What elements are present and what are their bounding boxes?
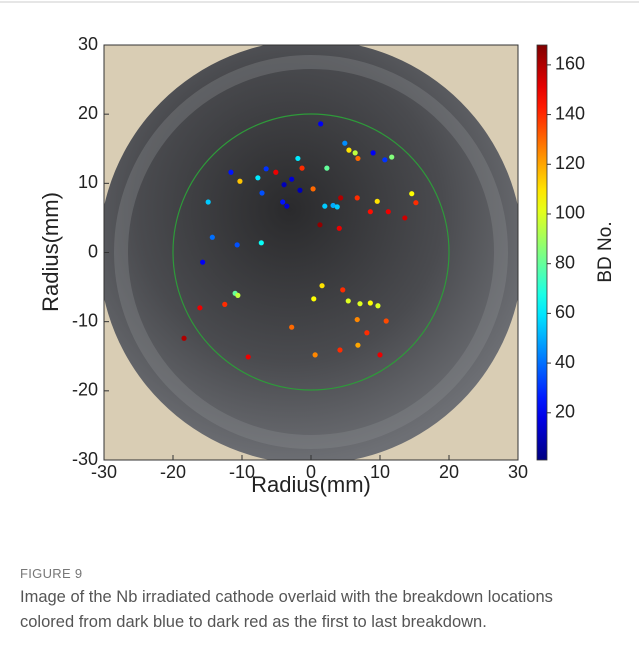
colorbar-tick-label: 80	[555, 252, 575, 272]
breakdown-point	[200, 259, 206, 265]
breakdown-point	[205, 199, 211, 205]
colorbar-tick-label: 40	[555, 352, 575, 372]
breakdown-point	[375, 303, 381, 309]
breakdown-point	[377, 352, 383, 358]
breakdown-point	[237, 178, 243, 184]
cathode	[104, 45, 518, 460]
breakdown-point	[245, 354, 251, 360]
breakdown-point	[409, 191, 415, 197]
breakdown-point	[389, 154, 395, 160]
breakdown-point	[234, 242, 240, 248]
breakdown-point	[357, 301, 363, 307]
y-tick-label: -20	[72, 380, 98, 400]
breakdown-point	[297, 187, 303, 193]
breakdown-point	[355, 342, 361, 348]
breakdown-point	[338, 195, 344, 201]
breakdown-point	[336, 225, 342, 231]
breakdown-point	[319, 283, 325, 289]
breakdown-point	[281, 182, 287, 188]
colorbar-tick-label: 20	[555, 402, 575, 422]
breakdown-point	[367, 209, 373, 215]
breakdown-point	[289, 176, 295, 182]
colorbar-tick-label: 60	[555, 302, 575, 322]
breakdown-point	[310, 186, 316, 192]
breakdown-point	[295, 155, 301, 162]
y-tick-label: 20	[78, 103, 98, 123]
breakdown-point	[346, 147, 352, 153]
breakdown-point	[367, 300, 373, 306]
y-tick-label: -30	[72, 449, 98, 469]
breakdown-point	[354, 195, 360, 201]
breakdown-point	[364, 330, 370, 336]
breakdown-point	[340, 287, 346, 293]
x-tick-label: -10	[229, 462, 255, 482]
figure: Radius(mm) Radius(mm) BD No. -30 -20 -10 0 1…	[0, 1, 639, 497]
colorbar-label: BD No.	[595, 221, 616, 282]
breakdown-point	[374, 198, 380, 204]
breakdown-point	[382, 157, 388, 163]
breakdown-point	[258, 240, 264, 246]
breakdown-point	[385, 209, 391, 215]
breakdown-point	[299, 165, 305, 171]
breakdown-point	[312, 352, 318, 358]
breakdown-point	[273, 169, 279, 175]
breakdown-point	[181, 335, 187, 341]
x-tick-label: -30	[91, 462, 117, 482]
colorbar	[536, 44, 548, 461]
breakdown-point	[197, 305, 203, 311]
breakdown-point	[284, 203, 290, 209]
y-tick-label: 30	[78, 34, 98, 54]
points	[181, 121, 419, 360]
breakdown-point	[324, 165, 330, 171]
breakdown-point	[228, 169, 234, 175]
breakdown-point	[370, 150, 376, 156]
breakdown-point	[222, 301, 228, 307]
caption-text: Image of the Nb irradiated cathode overl…	[20, 588, 553, 631]
x-tick-label: 30	[508, 462, 528, 482]
breakdown-point	[259, 190, 265, 196]
y-axis-label: Radius(mm)	[38, 192, 63, 312]
colorbar-tick-label: 160	[555, 54, 585, 74]
breakdown-point	[342, 140, 348, 146]
breakdown-point	[280, 199, 286, 205]
breakdown-point	[255, 175, 261, 181]
breakdown-point	[413, 200, 419, 206]
colorbar-tick-label: 100	[555, 203, 585, 223]
breakdown-point	[402, 215, 408, 221]
breakdown-point	[235, 292, 241, 298]
x-tick-label: 0	[306, 462, 316, 482]
photo	[104, 45, 518, 460]
breakdown-point	[383, 318, 389, 324]
breakdown-point	[317, 222, 323, 228]
reference-circle	[172, 113, 450, 391]
breakdown-point	[311, 296, 317, 302]
breakdown-point	[318, 121, 324, 127]
colorbar-tick-label: 120	[555, 153, 585, 173]
y-tick-label: -10	[72, 310, 98, 330]
y-tick-label: 0	[88, 241, 98, 261]
colorbar-tick-label: 140	[555, 103, 585, 123]
breakdown-point	[330, 202, 336, 209]
breakdown-point	[209, 234, 215, 240]
breakdown-point	[322, 203, 328, 209]
breakdown-point	[263, 166, 269, 172]
breakdown-point	[352, 150, 358, 156]
breakdown-point	[355, 155, 361, 162]
breakdown-point	[354, 316, 360, 323]
caption-label: FIGURE 9	[20, 566, 83, 581]
y-tick-label: 10	[78, 172, 98, 192]
x-tick-label: 10	[370, 462, 390, 482]
x-axis-label: Radius(mm)	[251, 472, 371, 497]
x-tick-label: 20	[439, 462, 459, 482]
x-tick-label: -20	[160, 462, 186, 482]
cathode-rim	[114, 55, 508, 449]
breakdown-point	[289, 324, 295, 330]
breakdown-point	[334, 204, 340, 210]
breakdown-point	[337, 347, 343, 353]
breakdown-point	[345, 298, 351, 304]
